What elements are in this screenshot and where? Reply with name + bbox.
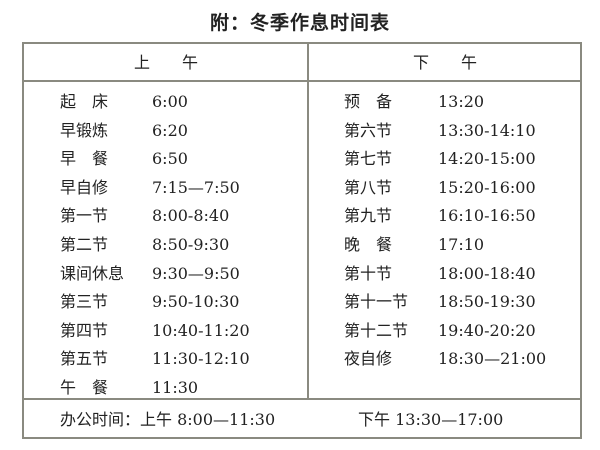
- activity-name: 第六节: [344, 120, 393, 140]
- activity-name: 第九节: [344, 206, 393, 226]
- schedule-table: 上 午 下 午 起 床 6:00 早锻炼 6:20 早 餐 6:50 早自修 7:15—7:5…: [22, 42, 582, 439]
- afternoon-header: 下 午: [308, 44, 582, 82]
- activity-name: 早 餐: [60, 149, 109, 169]
- activity-time: 10:40-11:20: [152, 320, 250, 340]
- schedule-row: 预 备 13:20: [344, 88, 546, 117]
- office-hours-afternoon: 下午 13:30—17:00: [358, 410, 504, 429]
- activity-time: 13:20: [438, 92, 485, 111]
- activity-time: 8:00-8:40: [152, 206, 230, 226]
- activity-time: 6:50: [152, 149, 188, 169]
- activity-name: 课间休息: [60, 263, 125, 283]
- schedule-row: 晚 餐 17:10: [344, 231, 546, 260]
- office-hours-morning: 办公时间：上午 8:00—11:30: [60, 410, 276, 429]
- schedule-row: 第九节 16:10-16:50: [344, 202, 546, 231]
- morning-column: 起 床 6:00 早锻炼 6:20 早 餐 6:50 早自修 7:15—7:50 第一节 8:00…: [60, 88, 250, 403]
- schedule-row: 第十二节 19:40-20:20: [344, 317, 546, 346]
- activity-name: 早锻炼: [60, 120, 109, 140]
- activity-time: 17:10: [438, 234, 485, 254]
- activity-name: 第十节: [344, 263, 393, 283]
- schedule-row: 第二节 8:50-9:30: [60, 231, 250, 260]
- schedule-row: 早锻炼 6:20: [60, 117, 250, 146]
- activity-name: 起 床: [60, 92, 109, 111]
- activity-time: 18:50-19:30: [438, 292, 536, 312]
- schedule-row: 起 床 6:00: [60, 88, 250, 117]
- column-divider: [307, 44, 309, 398]
- schedule-row: 第八节 15:20-16:00: [344, 174, 546, 203]
- activity-time: 13:30-14:10: [438, 120, 536, 140]
- activity-time: 11:30: [152, 377, 199, 397]
- schedule-row: 第三节 9:50-10:30: [60, 288, 250, 317]
- activity-time: 6:20: [152, 120, 188, 140]
- activity-name: 第七节: [344, 149, 393, 169]
- schedule-row: 早自修 7:15—7:50: [60, 174, 250, 203]
- activity-name: 夜自修: [344, 349, 393, 369]
- activity-name: 晚 餐: [344, 234, 393, 254]
- schedule-row: 课间休息 9:30—9:50: [60, 260, 250, 289]
- activity-time: 16:10-16:50: [438, 206, 536, 226]
- activity-name: 第十二节: [344, 320, 409, 340]
- schedule-row: 第十一节 18:50-19:30: [344, 288, 546, 317]
- schedule-row: 第六节 13:30-14:10: [344, 117, 546, 146]
- schedule-row: 第四节 10:40-11:20: [60, 317, 250, 346]
- activity-time: 8:50-9:30: [152, 234, 230, 254]
- activity-name: 第二节: [60, 234, 109, 254]
- activity-time: 11:30-12:10: [152, 349, 250, 369]
- activity-name: 早自修: [60, 177, 109, 197]
- activity-name: 第五节: [60, 349, 109, 369]
- activity-time: 7:15—7:50: [152, 177, 240, 197]
- activity-time: 18:30—21:00: [438, 349, 547, 369]
- activity-name: 第八节: [344, 177, 393, 197]
- page-title: 附：冬季作息时间表: [209, 12, 390, 34]
- activity-time: 9:30—9:50: [152, 263, 240, 283]
- schedule-row: 早 餐 6:50: [60, 145, 250, 174]
- activity-time: 15:20-16:00: [438, 177, 536, 197]
- activity-time: 14:20-15:00: [438, 149, 536, 169]
- activity-name: 第一节: [60, 206, 109, 226]
- activity-name: 第三节: [60, 292, 109, 312]
- activity-name: 第十一节: [344, 292, 409, 312]
- office-hours-row: 办公时间：上午 8:00—11:30 下午 13:30—17:00: [24, 400, 580, 439]
- schedule-row: 第七节 14:20-15:00: [344, 145, 546, 174]
- activity-time: 18:00-18:40: [438, 263, 536, 283]
- activity-time: 9:50-10:30: [152, 292, 240, 312]
- activity-time: 19:40-20:20: [438, 320, 536, 340]
- schedule-row: 第五节 11:30-12:10: [60, 345, 250, 374]
- schedule-row: 午 餐 11:30: [60, 374, 250, 403]
- activity-name: 第四节: [60, 320, 109, 340]
- schedule-row: 第十节 18:00-18:40: [344, 260, 546, 289]
- footer-divider: [24, 398, 580, 400]
- afternoon-column: 预 备 13:20 第六节 13:30-14:10 第七节 14:20-15:00 第八节 1…: [344, 88, 546, 374]
- schedule-row: 第一节 8:00-8:40: [60, 202, 250, 231]
- morning-header: 上 午: [24, 44, 308, 82]
- activity-name: 预 备: [344, 92, 393, 111]
- activity-time: 6:00: [152, 92, 188, 111]
- schedule-row: 夜自修 18:30—21:00: [344, 345, 546, 374]
- activity-name: 午 餐: [60, 377, 109, 397]
